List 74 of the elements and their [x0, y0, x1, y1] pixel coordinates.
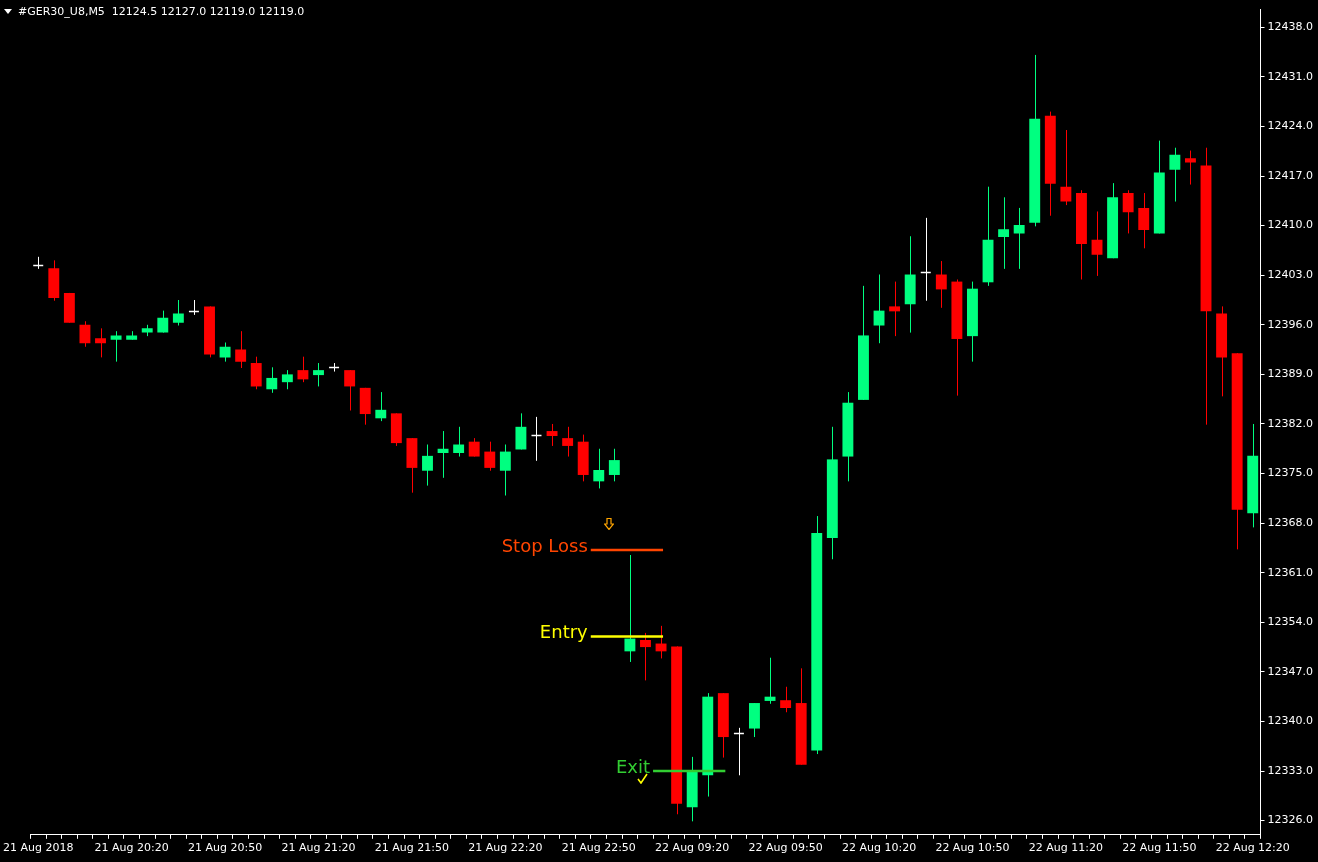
y-tick-label: 12375.0 [1267, 466, 1314, 480]
x-tick-label: 21 Aug 21:50 [374, 841, 450, 855]
y-tick-label: 12354.0 [1267, 615, 1314, 629]
candlestick [935, 260, 947, 309]
candlestick [95, 327, 106, 358]
candlestick [1013, 207, 1025, 270]
candlestick [1091, 210, 1103, 277]
candlestick [157, 310, 169, 334]
x-tick-label: 22 Aug 09:50 [748, 841, 823, 855]
x-tick-label: 21 Aug 22:20 [468, 841, 543, 855]
candlestick [1060, 129, 1072, 206]
candlestick [593, 448, 605, 489]
y-tick-label: 12410.0 [1267, 218, 1314, 232]
x-tick-label: 21 Aug 21:20 [281, 841, 356, 855]
candlestick [375, 391, 387, 422]
candlestick [608, 448, 620, 482]
y-tick-label: 12389.0 [1267, 367, 1314, 381]
x-tick-label: 22 Aug 10:20 [841, 841, 917, 855]
x-tick-label: 22 Aug 10:50 [935, 841, 1010, 855]
ref-line-label: Entry [539, 621, 589, 643]
y-tick-label: 12438.0 [1267, 20, 1314, 34]
candlestick [110, 330, 122, 363]
x-tick-label: 21 Aug 20:50 [187, 841, 263, 855]
candlestick [468, 437, 480, 458]
y-tick-label: 12361.0 [1267, 565, 1314, 579]
candlestick [250, 356, 262, 390]
x-tick-label: 22 Aug 11:20 [1028, 841, 1103, 855]
candlestick [546, 423, 558, 447]
candlestick [1169, 147, 1181, 203]
y-tick-label: 12368.0 [1267, 516, 1314, 529]
candlestick [266, 366, 278, 394]
candlestick [219, 342, 231, 363]
candlestick [889, 281, 901, 337]
y-tick-label: 12347.0 [1267, 664, 1314, 678]
candlestick [499, 444, 511, 497]
candlestick [780, 686, 792, 713]
x-tick-label: 21 Aug 22:50 [561, 841, 636, 855]
candlestick [484, 441, 496, 472]
candlestick [998, 196, 1010, 270]
candlestick [297, 356, 309, 383]
candlestick [1122, 189, 1134, 234]
candlestick [1138, 192, 1150, 249]
candlestick [453, 426, 465, 458]
y-tick-label: 12431.0 [1267, 69, 1314, 83]
y-tick-label: 12417.0 [1267, 168, 1314, 182]
ref-line-label: Stop Loss [501, 534, 588, 556]
y-tick-label: 12424.0 [1267, 119, 1314, 133]
candlestick [172, 299, 184, 327]
x-tick-label: 22 Aug 09:20 [655, 841, 730, 855]
candlestick [79, 320, 91, 348]
y-tick-label: 12340.0 [1267, 714, 1314, 728]
x-tick-label: 22 Aug 11:50 [1122, 841, 1197, 855]
y-tick-label: 12403.0 [1267, 268, 1314, 282]
y-tick-label: 12382.0 [1267, 416, 1314, 430]
candlestick [422, 444, 433, 487]
candlestick [640, 632, 651, 681]
candlestick [344, 369, 356, 412]
x-tick-label: 21 Aug 2018 [3, 841, 74, 855]
x-tick-label: 21 Aug 20:20 [94, 841, 169, 855]
candlestick [1185, 150, 1196, 186]
candlestick [624, 554, 636, 663]
y-tick-label: 12396.0 [1267, 317, 1314, 331]
candlestick [562, 426, 574, 458]
ref-line-label: Exit [615, 755, 651, 777]
candlestick [873, 274, 885, 344]
candlestick [437, 430, 449, 479]
candlestick [281, 369, 293, 390]
candlestick [235, 330, 247, 369]
chart-title: #GER30_U8,M5 12124.5 12127.0 12119.0 12119.0 [18, 4, 305, 18]
x-tick-label: 22 Aug 12:20 [1215, 841, 1290, 855]
candlestick [515, 412, 527, 450]
candlestick [313, 362, 324, 387]
y-tick-label: 12333.0 [1267, 763, 1314, 777]
y-tick-label: 12326.0 [1267, 813, 1314, 827]
